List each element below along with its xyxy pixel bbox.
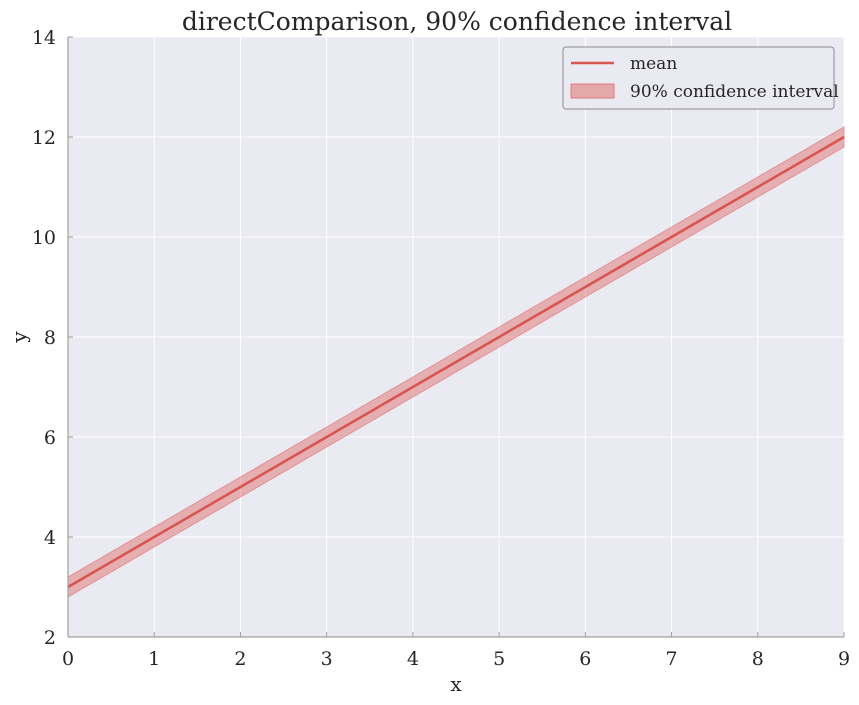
- chart-title: directComparison, 90% confidence interva…: [182, 7, 732, 36]
- x-tick-label: 7: [666, 648, 678, 670]
- legend-box: [562, 46, 835, 110]
- y-axis-ticks: 2 4 6 8 10 12 14: [32, 27, 73, 649]
- x-tick-label: 3: [321, 648, 333, 670]
- x-tick-label: 5: [493, 648, 505, 670]
- legend-mean-label: mean: [630, 54, 677, 74]
- x-tick-label: 9: [838, 648, 850, 670]
- legend: mean 90% confidence interval: [562, 46, 839, 110]
- x-tick-label: 1: [148, 648, 160, 670]
- y-tick-label: 12: [32, 127, 56, 149]
- y-tick-label: 4: [44, 527, 56, 549]
- y-tick-label: 14: [32, 27, 56, 49]
- y-tick-label: 6: [44, 427, 56, 449]
- y-tick-label: 10: [32, 227, 56, 249]
- x-tick-label: 6: [579, 648, 591, 670]
- x-axis-ticks: 0 1 2 3 4 5 6 7 8 9: [62, 632, 850, 670]
- x-tick-label: 8: [752, 648, 764, 670]
- x-tick-label: 2: [234, 648, 246, 670]
- mean-line-layer: [67, 135, 845, 589]
- x-tick-label: 4: [407, 648, 419, 670]
- y-axis-label: y: [7, 331, 31, 344]
- y-tick-label: 2: [44, 627, 56, 649]
- y-tick-label: 8: [44, 327, 56, 349]
- x-tick-label: 0: [62, 648, 74, 670]
- mean-line: [67, 135, 845, 589]
- x-axis-label: x: [450, 672, 462, 696]
- legend-ci-swatch: [570, 83, 615, 99]
- legend-ci-label: 90% confidence interval: [630, 82, 839, 102]
